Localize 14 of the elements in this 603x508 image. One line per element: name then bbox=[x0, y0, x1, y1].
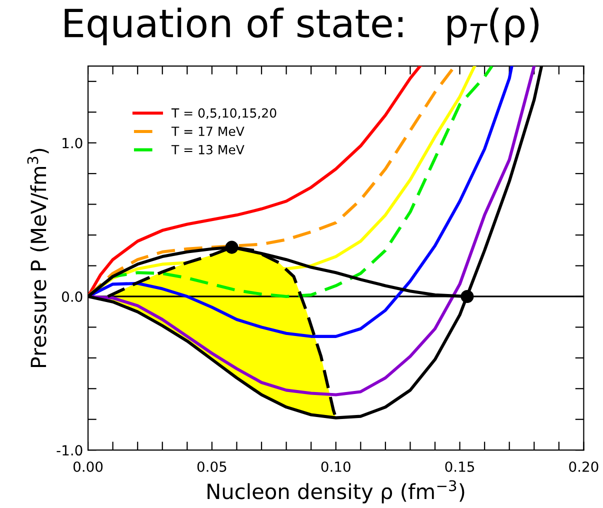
y-axis-title: Pressure P (MeV/fm$^{3}$) bbox=[27, 148, 49, 368]
legend-label: T = 0,5,10,15,20 bbox=[171, 108, 276, 119]
x-tick-label: 0.05 bbox=[197, 461, 226, 472]
y-tick-label: -1.0 bbox=[56, 445, 82, 456]
x-tick-label: 0.15 bbox=[445, 461, 474, 472]
x-tick-label: 0.10 bbox=[321, 461, 350, 472]
x-axis-title: Nucleon density ρ (fm$^{−3}$) bbox=[208, 480, 464, 504]
chart-title: Equation of state: p$_{T}$(ρ) bbox=[64, 8, 539, 46]
x-tick-label: 0.00 bbox=[73, 461, 103, 472]
legend-label: T = 13 MeV bbox=[171, 144, 244, 154]
legend-label: T = 17 MeV bbox=[171, 126, 244, 136]
y-tick-label: 0.0 bbox=[62, 291, 82, 302]
x-tick-label: 0.20 bbox=[569, 461, 598, 472]
y-tick-label: 1.0 bbox=[62, 138, 82, 148]
